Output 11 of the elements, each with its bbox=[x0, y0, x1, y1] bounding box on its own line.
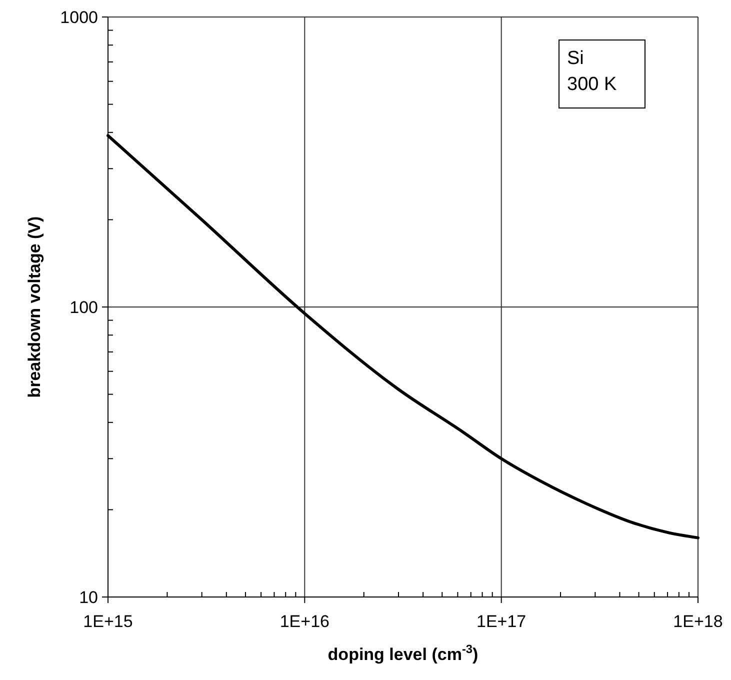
y-tick-label: 10 bbox=[79, 588, 98, 607]
annotation: 300 K bbox=[567, 74, 617, 95]
x-tick-label: 1E+17 bbox=[476, 612, 526, 631]
x-axis-title: doping level (cm$^{-3}$) bbox=[328, 642, 478, 664]
x-tick-label: 1E+15 bbox=[83, 612, 133, 631]
y-axis-title: breakdown voltage (V) bbox=[25, 216, 44, 398]
x-tick-label: 1E+16 bbox=[280, 612, 330, 631]
y-tick-label: 1000 bbox=[60, 8, 98, 27]
y-tick-label: 100 bbox=[70, 298, 98, 317]
x-tick-label: 1E+18 bbox=[673, 612, 723, 631]
annotation: Si bbox=[567, 48, 584, 69]
